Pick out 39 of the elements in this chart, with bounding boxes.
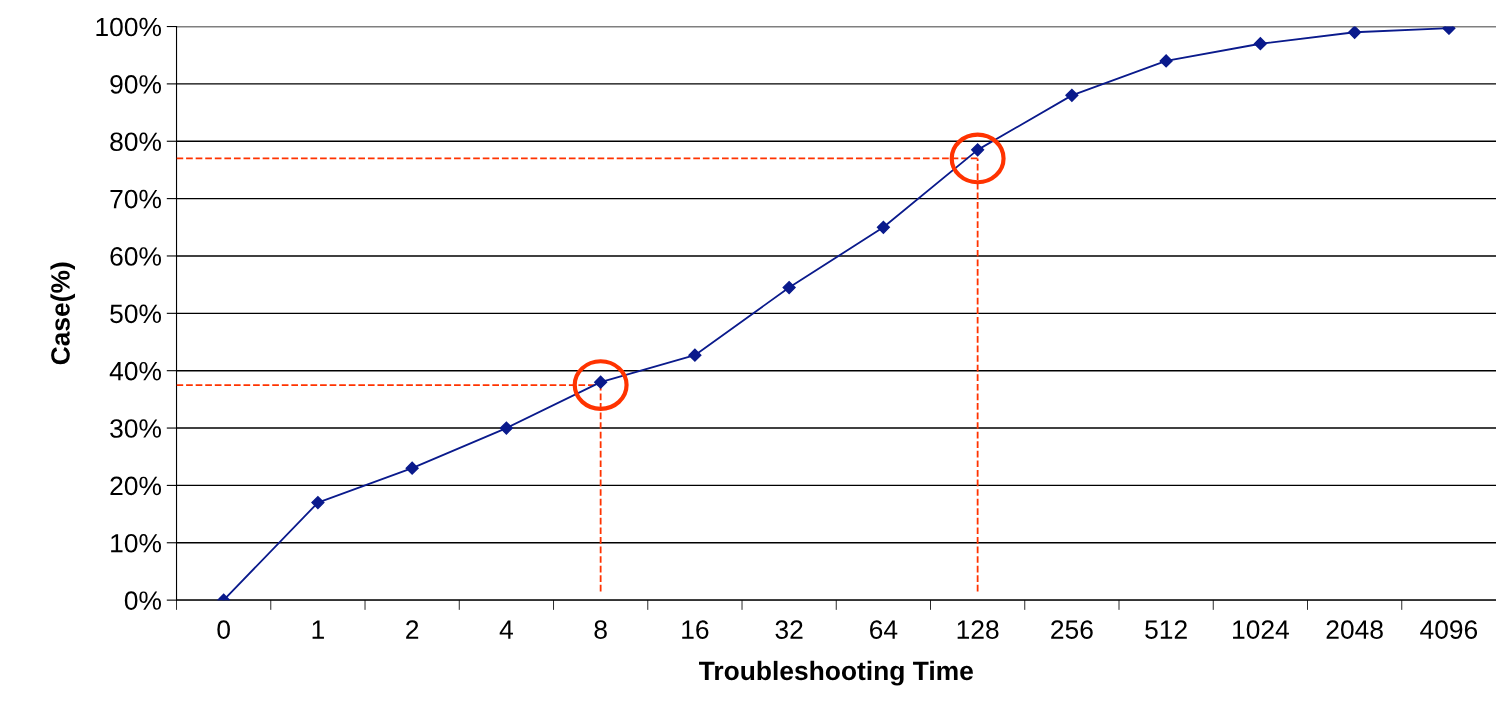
x-tick-label: 512 xyxy=(1145,620,1187,639)
y-tick-label: 30% xyxy=(110,419,162,438)
x-tick-label: 32 xyxy=(775,620,803,639)
x-tick-label: 16 xyxy=(682,620,709,639)
y-tick-label: 70% xyxy=(110,189,162,209)
x-axis-title: Troubleshooting Time xyxy=(698,660,973,686)
point xyxy=(1253,37,1267,51)
x-tick-label: 64 xyxy=(870,620,898,639)
y-tick-label: 100% xyxy=(96,17,162,37)
y-tick-label: 20% xyxy=(110,476,162,496)
y-tick-label: 0% xyxy=(124,591,162,610)
point xyxy=(782,280,796,295)
point xyxy=(405,461,419,475)
x-tick-label: 8 xyxy=(594,620,607,639)
y-tick-label: 40% xyxy=(109,361,162,381)
x-tick-label: 4 xyxy=(499,620,513,639)
x-tick-label: 1 xyxy=(312,620,324,639)
point xyxy=(971,143,985,157)
y-tick-label: 90% xyxy=(110,75,162,94)
x-tick-label: 4096 xyxy=(1420,620,1478,639)
x-tick-label: 1024 xyxy=(1233,620,1289,639)
x-tick-label: 256 xyxy=(1051,620,1093,639)
y-axis-title: Case(%) xyxy=(50,262,76,365)
y-tick-label: 10% xyxy=(111,533,162,553)
x-tick-label: 2 xyxy=(406,620,419,639)
point xyxy=(1065,88,1079,102)
x-tick-label: 0 xyxy=(217,620,230,639)
point xyxy=(688,348,702,362)
y-tick-label: 60% xyxy=(110,247,162,266)
point xyxy=(594,375,608,389)
y-tick-label: 80% xyxy=(110,132,162,152)
x-tick-label: 2048 xyxy=(1326,620,1383,639)
point xyxy=(311,496,325,510)
point xyxy=(876,220,890,234)
point xyxy=(1348,26,1362,39)
y-tick-label: 50% xyxy=(110,304,162,324)
x-tick-label: 128 xyxy=(957,620,999,639)
point xyxy=(1159,54,1173,68)
point xyxy=(499,421,513,435)
